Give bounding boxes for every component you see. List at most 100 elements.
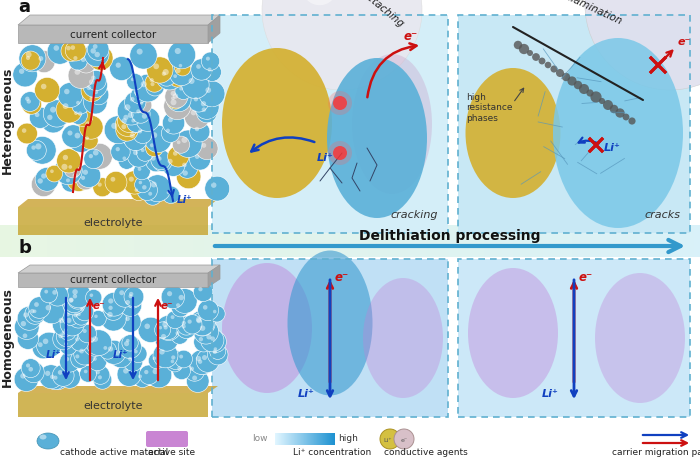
FancyBboxPatch shape — [146, 431, 188, 447]
Bar — [175, 225, 181, 257]
Circle shape — [120, 294, 141, 316]
Circle shape — [83, 73, 107, 98]
Circle shape — [171, 91, 176, 96]
Circle shape — [113, 285, 136, 307]
Circle shape — [69, 165, 72, 169]
Bar — [385, 225, 391, 257]
Circle shape — [202, 355, 207, 360]
Circle shape — [328, 141, 352, 165]
Bar — [298, 433, 299, 445]
Circle shape — [63, 155, 68, 160]
Circle shape — [156, 315, 181, 341]
Circle shape — [200, 325, 205, 331]
Bar — [624, 225, 630, 257]
Circle shape — [65, 40, 86, 61]
Circle shape — [62, 174, 80, 192]
Circle shape — [183, 314, 202, 334]
Bar — [292, 433, 293, 445]
Circle shape — [211, 336, 215, 341]
Circle shape — [29, 367, 33, 371]
Circle shape — [76, 52, 97, 73]
Circle shape — [128, 112, 134, 118]
Circle shape — [52, 290, 57, 295]
Circle shape — [603, 100, 613, 110]
Bar — [496, 225, 502, 257]
Circle shape — [75, 133, 80, 138]
Circle shape — [122, 156, 126, 160]
Circle shape — [192, 376, 197, 380]
Circle shape — [47, 114, 52, 120]
Circle shape — [394, 429, 414, 449]
Bar — [268, 225, 274, 257]
Circle shape — [83, 329, 87, 333]
Circle shape — [56, 325, 78, 347]
Bar — [449, 225, 455, 257]
Circle shape — [574, 81, 582, 89]
Circle shape — [134, 177, 150, 193]
Circle shape — [73, 106, 93, 126]
Circle shape — [20, 92, 40, 112]
Circle shape — [130, 184, 147, 200]
Circle shape — [214, 347, 217, 351]
Bar — [276, 433, 277, 445]
Bar — [408, 225, 414, 257]
Circle shape — [130, 87, 147, 104]
Bar — [152, 225, 158, 257]
Circle shape — [205, 87, 211, 93]
Circle shape — [130, 97, 134, 102]
Bar — [280, 225, 286, 257]
Bar — [508, 225, 513, 257]
Bar — [163, 225, 169, 257]
Circle shape — [80, 307, 84, 311]
Circle shape — [59, 367, 80, 388]
Circle shape — [66, 46, 71, 50]
Bar — [458, 15, 690, 233]
Circle shape — [176, 68, 181, 73]
Circle shape — [125, 300, 130, 305]
Circle shape — [138, 317, 163, 342]
Bar — [432, 225, 438, 257]
Bar — [52, 225, 58, 257]
Circle shape — [194, 319, 218, 344]
Bar — [612, 225, 618, 257]
Circle shape — [77, 313, 80, 316]
Bar — [313, 433, 314, 445]
Circle shape — [198, 287, 202, 291]
Circle shape — [190, 122, 210, 142]
Bar — [140, 225, 146, 257]
Bar — [262, 225, 268, 257]
Circle shape — [62, 308, 79, 325]
Bar — [630, 225, 636, 257]
Circle shape — [52, 328, 75, 350]
Circle shape — [32, 172, 56, 197]
Text: detaching: detaching — [360, 0, 406, 29]
Bar — [299, 433, 300, 445]
Circle shape — [144, 323, 150, 329]
Bar — [233, 225, 239, 257]
Text: conductive agents: conductive agents — [384, 448, 468, 457]
Circle shape — [188, 78, 195, 84]
Circle shape — [90, 96, 95, 102]
Circle shape — [14, 367, 38, 391]
Circle shape — [79, 349, 84, 353]
Circle shape — [169, 70, 186, 87]
Circle shape — [167, 355, 183, 372]
Circle shape — [69, 51, 88, 70]
Circle shape — [137, 180, 158, 200]
Circle shape — [90, 311, 106, 327]
Circle shape — [71, 333, 89, 351]
Bar — [325, 433, 326, 445]
Circle shape — [193, 282, 213, 302]
Circle shape — [160, 349, 164, 355]
Circle shape — [380, 429, 400, 449]
Circle shape — [121, 105, 148, 133]
Bar — [379, 225, 385, 257]
Bar — [368, 225, 373, 257]
Ellipse shape — [595, 273, 685, 403]
Circle shape — [34, 302, 39, 307]
Circle shape — [27, 99, 31, 104]
Bar — [275, 433, 276, 445]
Circle shape — [195, 127, 200, 131]
Circle shape — [136, 144, 154, 162]
Bar — [327, 225, 332, 257]
